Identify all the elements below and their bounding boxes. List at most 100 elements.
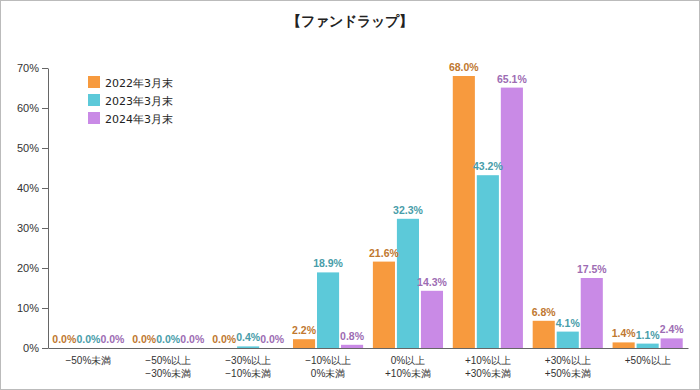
bar	[533, 321, 555, 348]
y-tick: 20%	[17, 262, 48, 274]
data-label: 2.2%	[292, 324, 317, 336]
legend-item: 2024年3月末	[88, 112, 173, 126]
legend-item: 2023年3月末	[88, 94, 173, 108]
bar	[53, 348, 75, 349]
x-tick-label: −10%以上0%未満	[305, 355, 351, 379]
bar	[341, 345, 363, 348]
y-tick-label: 60%	[17, 102, 39, 114]
data-label: 68.0%	[449, 61, 479, 73]
bar	[501, 88, 523, 348]
bar	[237, 346, 259, 348]
y-tick-label: 40%	[17, 182, 39, 194]
bar	[181, 348, 203, 349]
data-label: 32.3%	[393, 204, 423, 216]
data-label: 0.0%	[260, 333, 285, 345]
x-tick-label: 0%以上+10%未満	[385, 355, 431, 379]
x-tick: +30%以上+50%未満	[545, 348, 591, 379]
bar	[613, 342, 635, 348]
bar	[133, 348, 155, 349]
y-axis: 0% 10% 20% 30% 40% 50% 60% 70%	[17, 62, 49, 354]
data-label: 0.8%	[340, 330, 365, 342]
data-label: 65.1%	[497, 73, 527, 85]
legend-label: 2024年3月末	[105, 113, 173, 126]
x-axis: −50%未満 −50%以上−30%未満 −30%以上−10%未満 −10%以上0%未満…	[49, 348, 689, 379]
data-label: 1.4%	[612, 327, 637, 339]
y-tick: 10%	[17, 302, 48, 314]
x-tick-label: +50%以上	[625, 355, 671, 366]
y-tick-label: 70%	[17, 62, 39, 74]
x-tick: +10%以上+30%未満	[465, 348, 511, 379]
y-tick-label: 30%	[17, 222, 39, 234]
y-tick-mark	[42, 308, 48, 309]
data-label: 6.8%	[532, 306, 557, 318]
bar	[453, 76, 475, 348]
y-tick: 60%	[17, 102, 48, 114]
data-label: 18.9%	[313, 257, 343, 269]
bar	[421, 291, 443, 348]
plot: 0% 10% 20% 30% 40% 50% 60% 70% −50%未満 −50%以上−30%未…	[17, 61, 689, 379]
y-tick-mark	[42, 268, 48, 269]
y-tick-mark	[42, 188, 48, 189]
data-label: 2.4%	[660, 323, 685, 335]
y-tick-label: 20%	[17, 262, 39, 274]
x-tick: −10%以上0%未満	[305, 348, 351, 379]
x-tick-label: +10%以上+30%未満	[465, 355, 511, 379]
data-label: 4.1%	[556, 317, 581, 329]
data-label: 14.3%	[417, 276, 447, 288]
y-tick: 30%	[17, 222, 48, 234]
y-tick-mark	[42, 348, 48, 349]
x-tick: 0%以上+10%未満	[385, 348, 431, 379]
data-label: 0.0%	[180, 333, 205, 345]
y-tick-mark	[42, 228, 48, 229]
chart: 【ファンドラップ】0%10%20%30%40%50%60%70%−50%未満−5…	[0, 0, 700, 390]
bar	[397, 219, 419, 348]
y-tick-mark	[42, 108, 48, 109]
legend-swatch	[88, 94, 100, 106]
legend-swatch	[88, 112, 100, 124]
x-tick: +50%以上	[625, 348, 671, 366]
y-tick-label: 10%	[17, 302, 39, 314]
data-label: 21.6%	[369, 247, 399, 259]
bar	[101, 348, 123, 349]
bar	[581, 278, 603, 348]
bar	[373, 262, 395, 348]
legend-item: 2022年3月末	[88, 76, 173, 90]
data-label: 43.2%	[473, 160, 503, 172]
bar	[157, 348, 179, 349]
data-label: 0.0%	[76, 333, 101, 345]
bar	[77, 348, 99, 349]
x-axis-line	[49, 348, 689, 349]
y-tick-mark	[42, 148, 48, 149]
bars	[237, 76, 683, 348]
y-tick-mark	[42, 68, 48, 69]
x-tick-label: −30%以上−10%未満	[225, 355, 271, 379]
y-tick: 40%	[17, 182, 48, 194]
bar	[317, 272, 339, 348]
data-label: 0.0%	[100, 333, 125, 345]
bar	[557, 332, 579, 348]
x-tick: −50%未満	[65, 348, 111, 366]
data-label: 0.4%	[236, 331, 261, 343]
data-label: 0.0%	[156, 333, 181, 345]
x-tick: −50%以上−30%未満	[145, 348, 191, 379]
y-axis-line	[48, 69, 49, 349]
y-tick: 0%	[23, 342, 48, 354]
bar	[477, 175, 499, 348]
x-tick-label: +30%以上+50%未満	[545, 355, 591, 379]
x-tick: −30%以上−10%未満	[225, 348, 271, 379]
y-tick-label: 50%	[17, 142, 39, 154]
legend: 2022年3月末 2023年3月末 2024年3月末	[88, 76, 173, 126]
legend-label: 2023年3月末	[105, 95, 173, 108]
data-label: 0.0%	[52, 333, 77, 345]
bar	[261, 348, 283, 349]
y-tick: 70%	[17, 62, 48, 74]
bar	[293, 339, 315, 348]
legend-label: 2022年3月末	[105, 77, 173, 90]
y-tick: 50%	[17, 142, 48, 154]
x-tick-label: −50%以上−30%未満	[145, 355, 191, 379]
legend-swatch	[88, 76, 100, 88]
frame	[1, 1, 700, 390]
data-label: 17.5%	[577, 263, 607, 275]
bar	[213, 348, 235, 349]
title: 【ファンドラップ】	[287, 13, 413, 29]
